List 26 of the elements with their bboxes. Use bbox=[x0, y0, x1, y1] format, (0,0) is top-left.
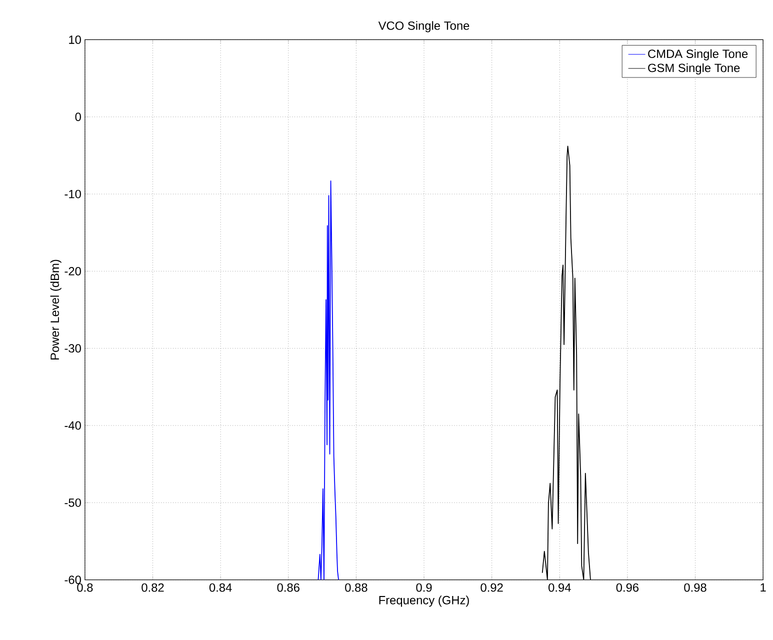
y-tick-label: -50 bbox=[64, 498, 81, 507]
y-tick-label: -30 bbox=[64, 344, 81, 352]
x-tick-label: 1 bbox=[760, 583, 766, 592]
x-tick-label: 0.84 bbox=[209, 583, 232, 592]
x-tick-label: 0.86 bbox=[277, 583, 300, 592]
y-axis-title: Power Level (dBm) bbox=[50, 260, 62, 360]
chart-title: VCO Single Tone bbox=[378, 20, 470, 32]
x-tick-label: 0.98 bbox=[684, 583, 706, 592]
x-tick-label: 0.92 bbox=[480, 583, 503, 592]
x-tick-label: 0.96 bbox=[616, 583, 639, 592]
x-tick-label: 0.94 bbox=[548, 583, 571, 592]
y-tick-label: 0 bbox=[75, 112, 81, 121]
x-tick-label: 0.88 bbox=[345, 583, 368, 592]
x-axis-title: Frequency (GHz) bbox=[379, 595, 469, 607]
y-tick-label: -10 bbox=[64, 190, 81, 198]
line-series bbox=[542, 146, 591, 580]
legend-label: GSM Single Tone bbox=[648, 63, 740, 74]
x-tick-label: 0.82 bbox=[142, 583, 164, 592]
legend-label: CMDA Single Tone bbox=[648, 49, 748, 60]
y-tick-label: -60 bbox=[64, 575, 81, 584]
x-tick-label: 0.8 bbox=[77, 583, 93, 592]
y-tick-label: -20 bbox=[64, 266, 81, 276]
y-tick-label: -40 bbox=[64, 421, 81, 430]
y-tick-label: 10 bbox=[69, 35, 81, 44]
x-tick-label: 0.9 bbox=[416, 583, 432, 592]
line-series bbox=[318, 180, 340, 580]
